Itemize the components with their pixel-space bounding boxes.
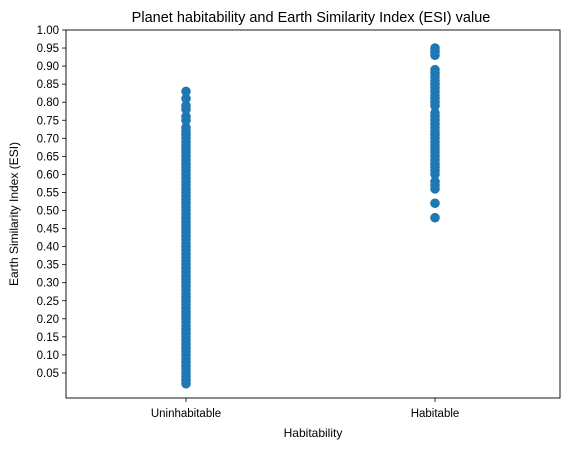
y-tick-label: 0.55 xyxy=(37,187,59,199)
data-point xyxy=(430,176,440,187)
y-tick-label: 0.30 xyxy=(37,278,59,290)
y-tick-label: 0.50 xyxy=(37,206,59,218)
data-point xyxy=(181,93,191,104)
y-tick-label: 0.15 xyxy=(37,332,59,344)
y-tick-label: 0.45 xyxy=(37,224,59,236)
data-point xyxy=(430,198,440,209)
y-tick-label: 0.65 xyxy=(37,151,59,163)
plot-frame xyxy=(65,29,561,399)
y-tick-label: 0.60 xyxy=(37,169,59,181)
data-point xyxy=(430,212,440,223)
y-tick-label: 1.00 xyxy=(37,25,59,37)
data-point xyxy=(181,101,191,111)
data-point xyxy=(181,111,191,122)
y-tick-label: 0.75 xyxy=(37,115,59,127)
data-point xyxy=(181,122,191,133)
x-axis-label: Habitability xyxy=(284,426,343,440)
y-axis-label: Earth Similarity Index (ESI) xyxy=(7,142,21,286)
y-tick-label: 0.05 xyxy=(37,368,59,380)
y-axis-ticks: 0.05 0.10 0.15 0.20 0.25 0.30 0.35 0.40 0.45 0.50… xyxy=(37,25,66,380)
data-point xyxy=(181,86,191,97)
data-point xyxy=(430,108,440,118)
y-tick-label: 0.40 xyxy=(37,242,59,254)
y-tick-label: 0.25 xyxy=(37,296,59,308)
y-tick-label: 0.85 xyxy=(37,79,59,91)
y-tick-label: 0.80 xyxy=(37,97,59,109)
y-tick-label: 0.20 xyxy=(37,314,59,326)
y-tick-label: 0.10 xyxy=(37,350,59,362)
y-tick-label: 0.90 xyxy=(37,61,59,73)
y-tick-label: 0.70 xyxy=(37,133,59,145)
data-point xyxy=(430,64,440,75)
chart-title: Planet habitability and Earth Similarity… xyxy=(132,10,491,26)
data-points xyxy=(181,43,440,389)
data-point xyxy=(430,43,440,53)
x-axis-ticks: Uninhabitable Habitable xyxy=(151,398,459,420)
x-tick-label: Habitable xyxy=(411,408,460,420)
x-tick-label: Uninhabitable xyxy=(151,408,221,420)
y-tick-label: 0.95 xyxy=(37,43,59,55)
y-tick-label: 0.35 xyxy=(37,260,59,272)
